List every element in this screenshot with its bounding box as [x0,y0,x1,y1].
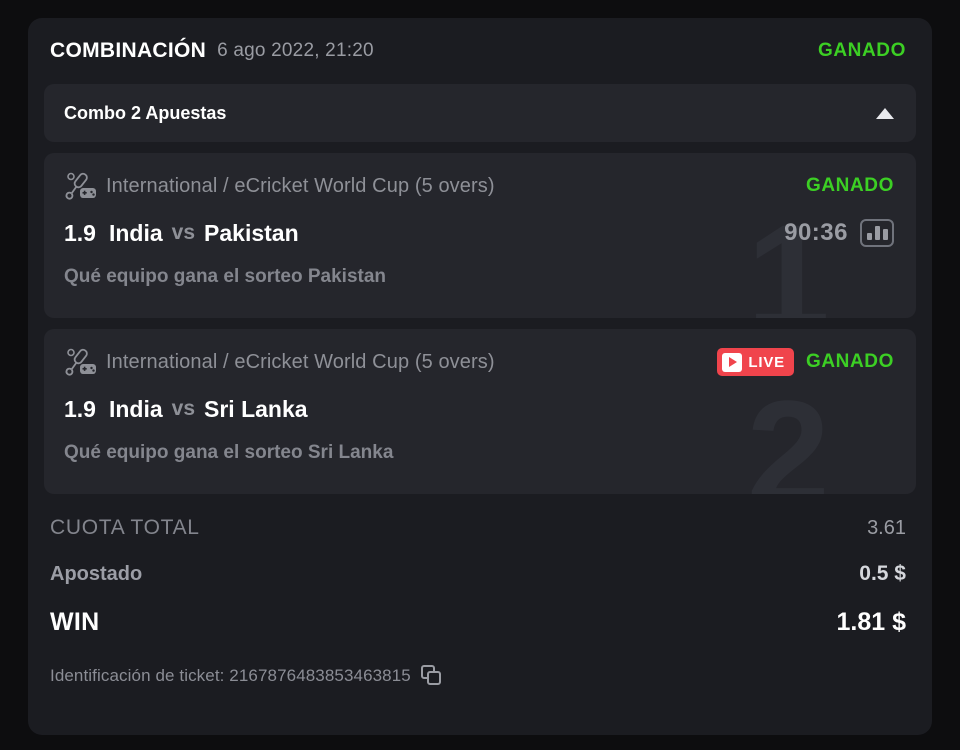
home-team: India [108,219,163,246]
total-odds-value: 3.61 [867,517,906,539]
bet-row[interactable]: 2 International / eCricket World Cup (5 … [44,329,916,494]
bet-slip-header: COMBINACIÓN 6 ago 2022, 21:20 GANADO [28,18,932,84]
totals-section: CUOTA TOTAL 3.61 Apostado 0.5 $ WIN 1.81… [28,494,932,637]
win-value: 1.81 $ [836,608,906,636]
play-icon [722,352,743,372]
live-badge[interactable]: LIVE [717,348,794,376]
live-label: LIVE [748,353,785,371]
combo-label: Combo 2 Apuestas [64,102,227,123]
ecricket-icon [65,348,96,376]
bet-date: 6 ago 2022, 21:20 [217,40,374,61]
chevron-up-icon[interactable] [876,107,894,119]
bet-row-header: International / eCricket World Cup (5 ov… [64,346,894,378]
bet-status-badge: GANADO [805,175,894,196]
vs-label: vs [171,221,196,244]
ecricket-icon [65,172,96,200]
bet-market: Qué equipo gana el sorteo Pakistan [64,266,387,287]
home-team: India [108,395,163,422]
bet-row[interactable]: 1 International / eCricket World Cup (5 … [44,153,916,318]
away-team: Sri Lanka [204,395,308,422]
bet-index-watermark: 1 [746,193,830,318]
stake-value: 0.5 $ [859,562,906,585]
win-label: WIN [50,608,100,636]
ticket-id-row: Identificación de ticket: 21678764838534… [28,637,932,687]
bet-match-line: 1.9 India vs Pakistan 90:36 [64,216,894,250]
away-team: Pakistan [204,219,299,246]
bet-odd: 1.9 [64,395,96,422]
bet-market: Qué equipo gana el sorteo Sri Lanka [64,442,394,463]
league-name: International / eCricket World Cup (5 ov… [106,350,495,373]
total-odds-row: CUOTA TOTAL 3.61 [50,516,906,540]
page-title: COMBINACIÓN [50,39,207,62]
ticket-id-text: Identificación de ticket: 21678764838534… [50,666,411,685]
bet-status-badge: GANADO [805,351,894,372]
bet-match-line: 1.9 India vs Sri Lanka [64,392,894,426]
bar-chart-icon[interactable] [860,219,894,247]
win-row: WIN 1.81 $ [50,608,906,637]
status-badge: GANADO [817,40,906,61]
bet-odd: 1.9 [64,219,96,246]
stake-label: Apostado [50,563,143,585]
bet-index-watermark: 2 [746,369,830,494]
bet-slip-card: COMBINACIÓN 6 ago 2022, 21:20 GANADO Com… [28,18,932,735]
match-score: 90:36 [784,219,848,246]
copy-icon[interactable] [420,665,443,687]
total-odds-label: CUOTA TOTAL [50,516,200,539]
stake-row: Apostado 0.5 $ [50,562,906,586]
vs-label: vs [171,397,196,420]
bet-row-header: International / eCricket World Cup (5 ov… [64,170,894,202]
league-name: International / eCricket World Cup (5 ov… [106,174,495,197]
combo-toggle-bar[interactable]: Combo 2 Apuestas [44,84,916,142]
